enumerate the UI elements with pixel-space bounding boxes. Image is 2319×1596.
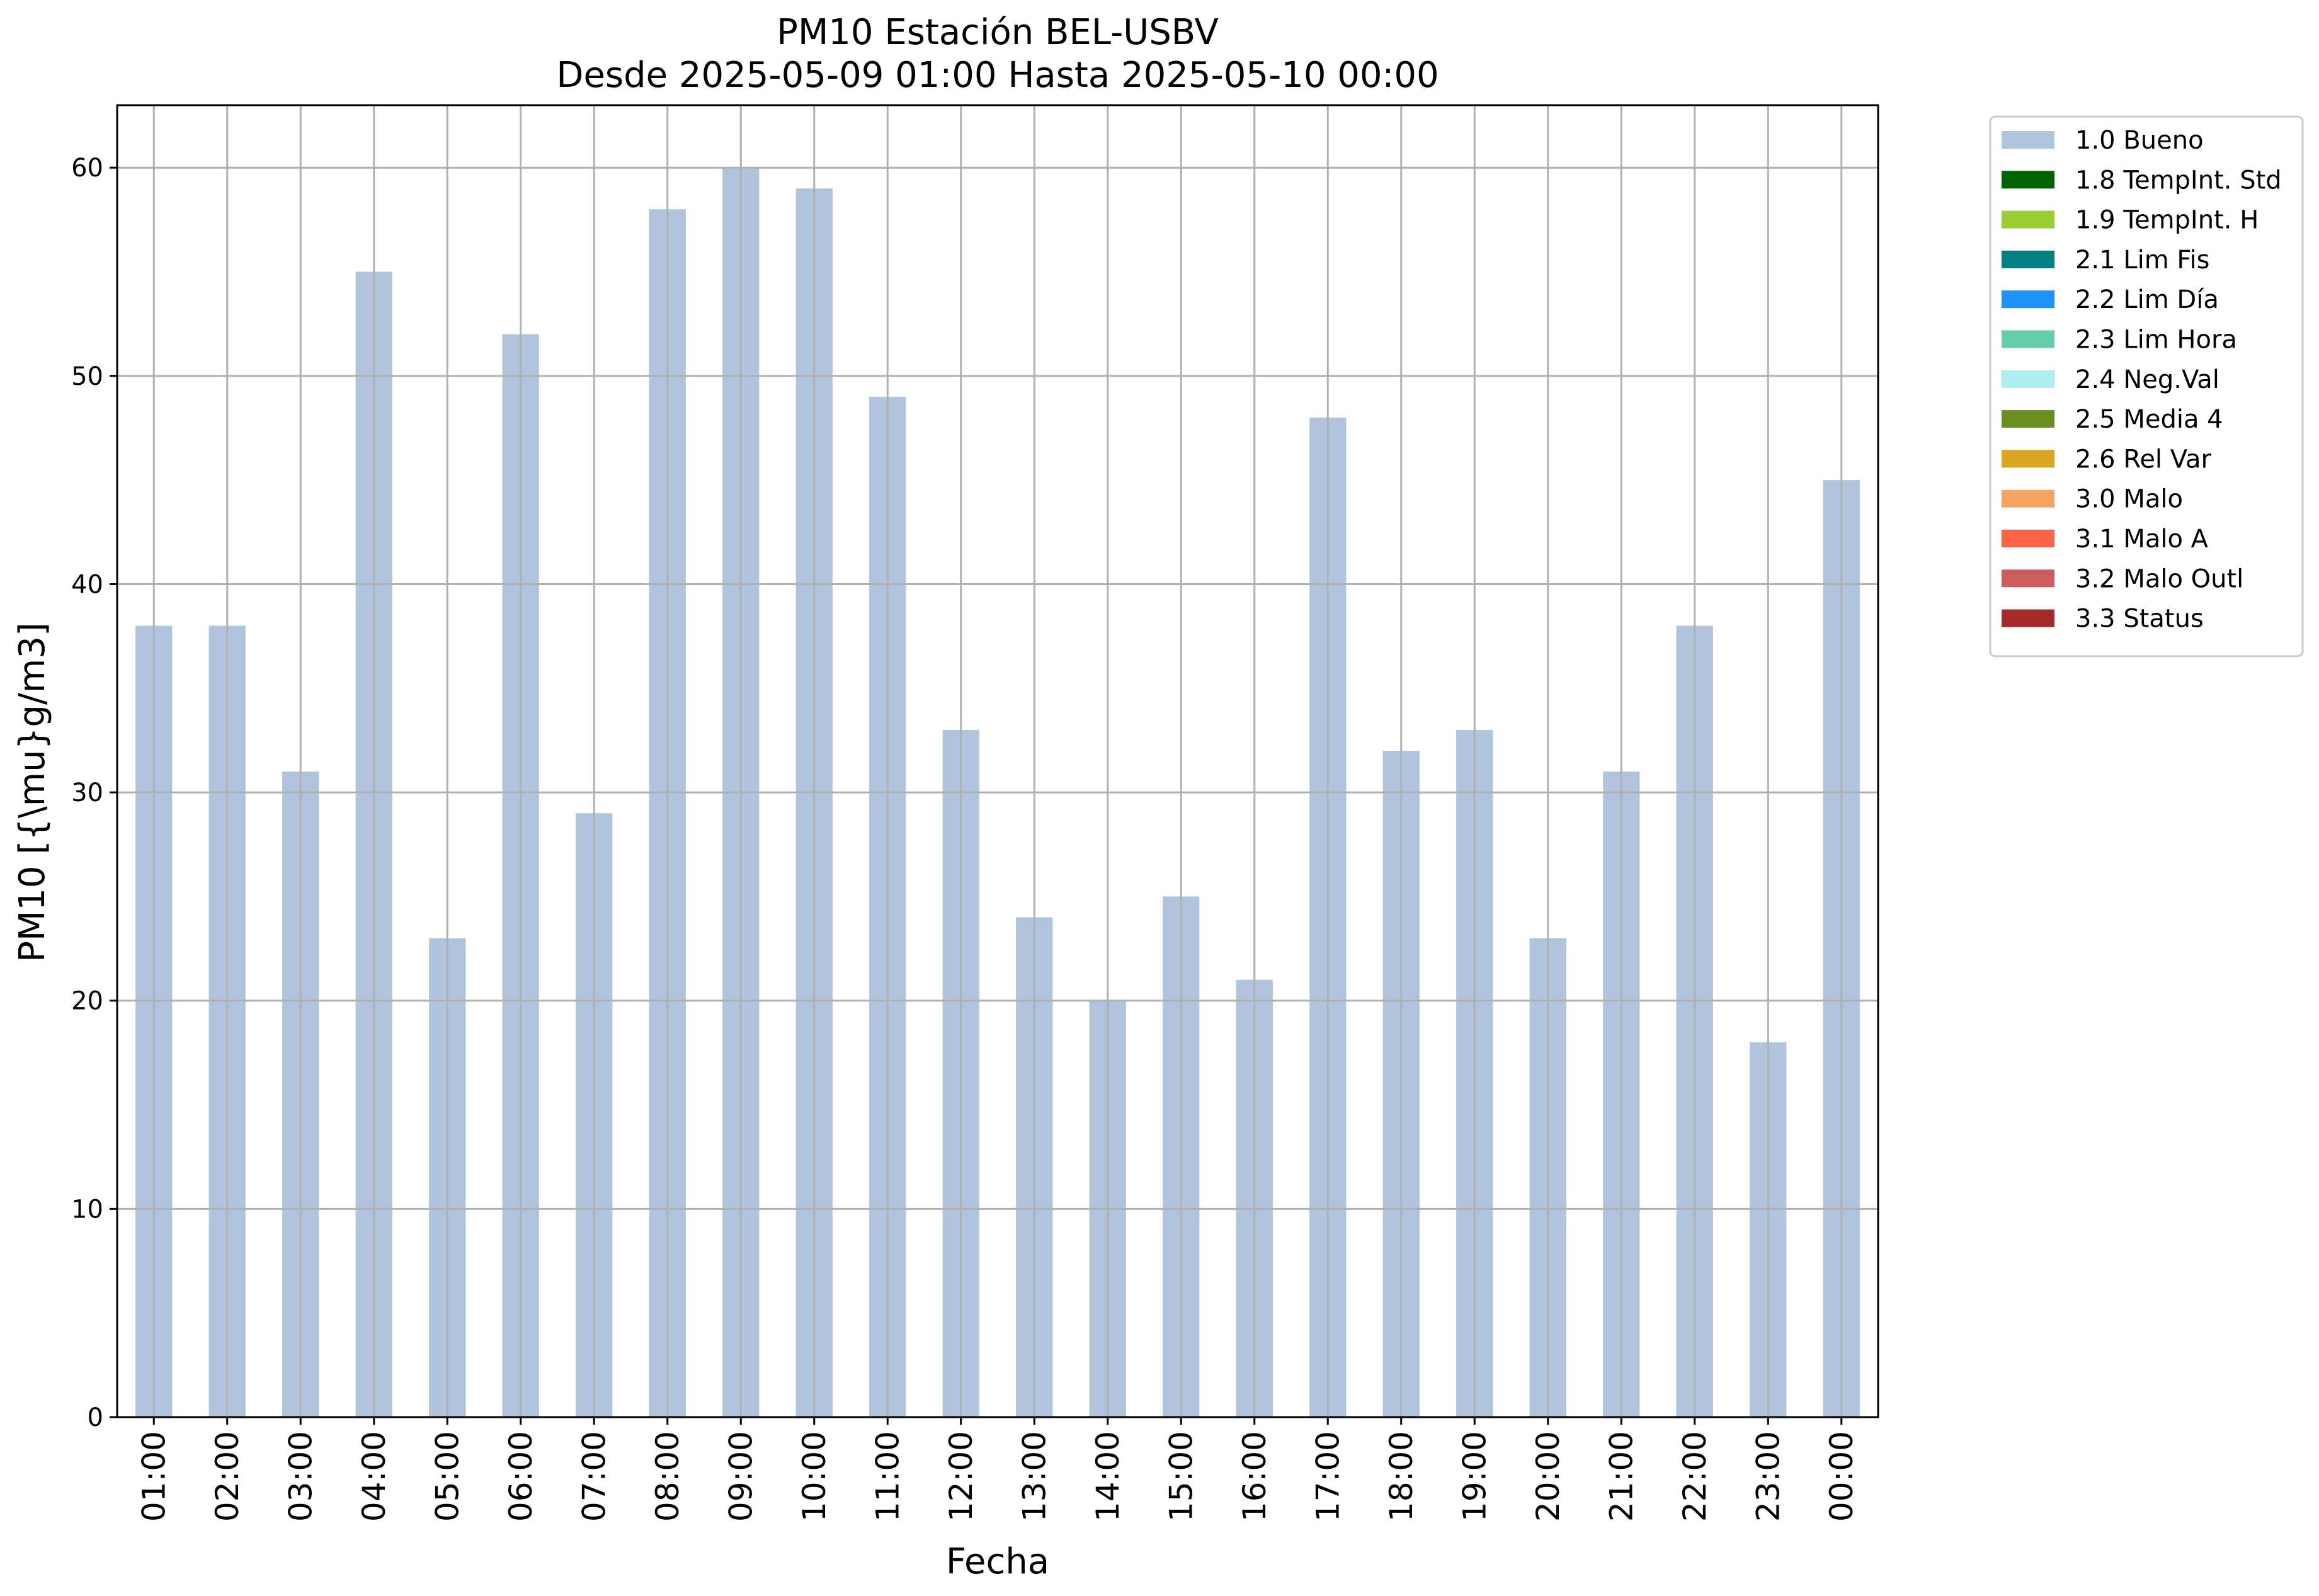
legend-label: 2.6 Rel Var: [2075, 445, 2212, 474]
legend-swatch: [2002, 330, 2054, 348]
legend-swatch: [2002, 410, 2054, 428]
y-tick-label: 10: [71, 1195, 103, 1224]
legend-label: 3.0 Malo: [2075, 485, 2183, 514]
plot-frame: [116, 104, 1879, 1418]
legend-label: 2.4 Neg.Val: [2075, 365, 2219, 394]
plot-area: 0 10 20 30 40 50 60 01:00 02:00 03:00 04:00 05:00 06…: [71, 104, 1879, 1522]
y-tick-label: 0: [88, 1403, 103, 1432]
legend-label: 1.0 Bueno: [2075, 126, 2204, 155]
x-tick-label: 10:00: [796, 1431, 833, 1522]
x-tick-label: 09:00: [722, 1431, 759, 1522]
x-tick-label: 22:00: [1677, 1431, 1713, 1522]
y-axis-label: PM10 [{\mu}g/m3]: [12, 622, 53, 962]
legend-swatch: [2002, 450, 2054, 468]
legend-swatch: [2002, 569, 2054, 588]
legend-swatch: [2002, 609, 2054, 627]
legend: 1.0 Bueno 1.8 TempInt. Std 1.9 TempInt. H 2…: [1989, 115, 2304, 658]
x-tick-label: 15:00: [1163, 1431, 1199, 1522]
legend-label: 3.2 Malo Outl: [2075, 564, 2243, 593]
x-tick-label: 14:00: [1090, 1431, 1126, 1522]
x-tick-label: 16:00: [1236, 1431, 1273, 1522]
legend-label: 1.9 TempInt. H: [2075, 206, 2259, 235]
legend-label: 2.3 Lim Hora: [2075, 326, 2237, 355]
chart-subtitle: Desde 2025-05-09 01:00 Hasta 2025-05-10 …: [556, 55, 1439, 96]
y-tick-label: 60: [71, 154, 103, 183]
legend-swatch: [2002, 290, 2054, 309]
legend-swatch: [2002, 530, 2054, 547]
legend-label: 1.8 TempInt. Std: [2075, 166, 2282, 195]
legend-box: [1989, 115, 2304, 658]
x-tick-label: 07:00: [576, 1431, 612, 1522]
x-tick-label: 08:00: [649, 1431, 686, 1522]
y-tick-label: 50: [71, 362, 103, 391]
y-tick-label: 30: [71, 778, 103, 807]
legend-label: 2.1 Lim Fis: [2075, 246, 2209, 275]
x-tick-label: 01:00: [135, 1431, 172, 1522]
x-tick-label: 23:00: [1750, 1431, 1786, 1522]
legend-label: 2.5 Media 4: [2075, 405, 2223, 434]
legend-swatch: [2002, 489, 2054, 508]
chart-title: PM10 Estación BEL-USBV: [777, 12, 1219, 53]
x-tick-label: 03:00: [282, 1431, 319, 1522]
legend-label: 2.2 Lim Día: [2075, 285, 2219, 314]
x-tick-label: 20:00: [1530, 1431, 1566, 1522]
legend-swatch: [2002, 370, 2054, 388]
x-tick-label: 12:00: [943, 1431, 979, 1522]
x-tick-label: 04:00: [356, 1431, 392, 1522]
y-tick-label: 40: [71, 570, 103, 599]
x-tick-label: 06:00: [503, 1431, 539, 1522]
legend-swatch: [2002, 250, 2054, 268]
x-tick-label: 00:00: [1823, 1431, 1860, 1522]
legend-swatch: [2002, 131, 2054, 149]
x-tick-label: 18:00: [1383, 1431, 1420, 1522]
x-tick-label: 17:00: [1309, 1431, 1346, 1522]
y-tick-label: 20: [71, 987, 103, 1016]
x-tick-label: 02:00: [209, 1431, 246, 1522]
legend-label: 3.3 Status: [2075, 605, 2204, 634]
legend-swatch: [2002, 210, 2054, 229]
x-tick-label: 11:00: [869, 1431, 906, 1522]
x-tick-label: 05:00: [429, 1431, 465, 1522]
x-tick-label: 21:00: [1603, 1431, 1639, 1522]
x-axis-label: Fecha: [946, 1541, 1049, 1582]
legend-label: 3.1 Malo A: [2075, 525, 2209, 554]
x-tick-label: 19:00: [1456, 1431, 1493, 1522]
legend-swatch: [2002, 171, 2054, 189]
x-tick-label: 13:00: [1016, 1431, 1052, 1522]
